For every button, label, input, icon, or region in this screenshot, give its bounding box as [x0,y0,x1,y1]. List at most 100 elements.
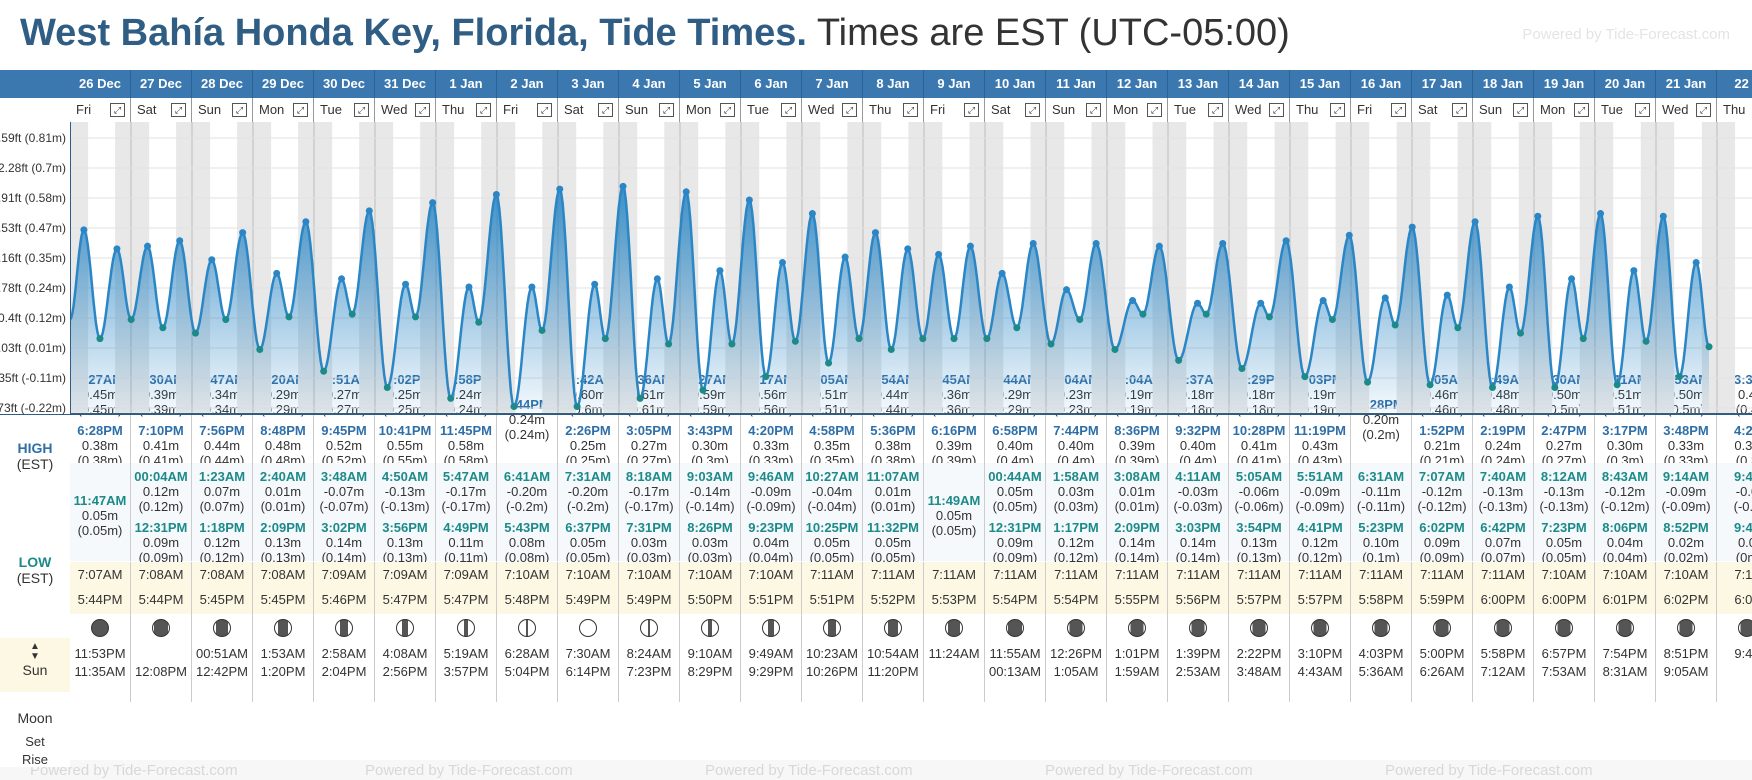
low-tide-time: 5:05AM [1235,469,1283,484]
low-tide-height-alt: (0.07m) [199,499,245,514]
moon-cell: 1:39PM 2:53AM [1168,614,1229,702]
moon-cell: 5:58PM 7:12AM [1473,614,1534,702]
expand-day-icon[interactable]: ⤢ [354,103,369,117]
low-tide-height: 0.01m [264,484,302,499]
expand-day-icon[interactable]: ⤢ [598,103,613,117]
low-tide-marker [791,337,799,345]
high-tide-marker [302,218,310,226]
low-tide-height-alt: (-0.2m) [567,499,609,514]
high-tide-time: 8:36PM [1114,423,1160,438]
expand-day-icon[interactable]: ⤢ [476,103,491,117]
low-tide-marker [159,324,167,332]
moon-cell: 9:49AM 9:29PM [741,614,802,702]
high-tide-height: 0.40m [996,438,1034,453]
low-tide-height-alt: (0.05m) [1541,550,1587,565]
expand-day-icon[interactable]: ⤢ [1208,103,1223,117]
low-tide-height: 0.04m [752,535,790,550]
moonrise-time: 12:42PM [195,664,249,679]
expand-day-icon[interactable]: ⤢ [1574,103,1589,117]
expand-day-icon[interactable]: ⤢ [1330,103,1345,117]
moonset-time: 1:53AM [260,646,306,661]
moon-cell: 4:03PM 5:36AM [1351,614,1412,702]
high-tide-marker [365,207,373,215]
expand-day-icon[interactable]: ⤢ [1513,103,1528,117]
low-tides-cell: 5:51AM -0.09m (-0.09m) 4:41PM 0.12m (0.12m) [1290,463,1351,565]
low-tides-cell: 8:12AM -0.13m (-0.13m) 7:23PM 0.05m (0.05m) [1534,463,1595,565]
moon-cell: 8:24AM 7:23PM [619,614,680,702]
low-tide-marker [1705,343,1713,351]
sunset-time: 5:44PM [77,592,123,607]
expand-day-icon[interactable]: ⤢ [842,103,857,117]
expand-day-icon[interactable]: ⤢ [1391,103,1406,117]
sun-times: 7:10AM 6:00PM [1534,562,1595,614]
low-tide-entry: 7:40AM -0.13m (-0.13m) [1473,469,1533,514]
moon-phase-icon [457,619,475,637]
expand-day-icon[interactable]: ⤢ [1696,103,1711,117]
low-tide-time: 6:37PM [565,520,611,535]
expand-day-icon[interactable]: ⤢ [1025,103,1040,117]
expand-day-icon[interactable]: ⤢ [171,103,186,117]
moon-cell: 5:00PM 6:26AM [1412,614,1473,702]
moonrise-time: 9:29PM [748,664,794,679]
low-tide-height-alt: (-0.03m) [1173,499,1223,514]
low-tide-height-alt: (-0.17m) [624,499,674,514]
expand-day-icon[interactable]: ⤢ [415,103,430,117]
sun-times: 7:10AM 5:48PM [497,562,558,614]
expand-day-icon[interactable]: ⤢ [1269,103,1284,117]
expand-day-icon[interactable]: ⤢ [1147,103,1162,117]
low-tide-marker [411,313,419,321]
high-tide-time: 7:10PM [138,423,184,438]
expand-day-icon[interactable]: ⤢ [659,103,674,117]
sunrise-time: 7:07AM [77,567,123,582]
high-tide-marker [1471,218,1479,226]
low-tide-height: 0.03m [1057,484,1095,499]
low-tide-time: 11:49AM [927,493,981,508]
moon-phase-icon [701,619,719,637]
expand-day-icon[interactable]: ⤢ [110,103,125,117]
low-tides-cell: 00:04AM 0.12m (0.12m) 12:31PM 0.09m (0.09m) [131,463,192,565]
low-tide-height-alt: (0.12m) [1297,550,1343,565]
expand-day-icon[interactable]: ⤢ [903,103,918,117]
high-tide-marker [239,229,247,237]
high-tide-time: 1:52PM [1419,423,1465,438]
expand-day-icon[interactable]: ⤢ [720,103,735,117]
expand-day-icon[interactable]: ⤢ [964,103,979,117]
expand-day-icon[interactable]: ⤢ [293,103,308,117]
expand-day-icon[interactable]: ⤢ [1086,103,1101,117]
moon-phase-icon [91,619,109,637]
low-tide-entry: 5:43PM 0.08m (0.08m) [497,520,557,565]
day-column: 31 DecWed⤢12:02PM0.25m(0.25m)10:41PM0.55… [375,70,436,750]
low-tide-entry: 3:02PM 0.14m (0.14m) [314,520,374,565]
high-tide-marker [338,275,346,283]
low-tide-height: 0.14m [1179,535,1217,550]
low-tide-marker [855,335,863,343]
sun-times: 7:11AM 5:51PM [802,562,863,614]
sunset-time: 5:50PM [687,592,733,607]
high-tide-height: 0.20m [1362,412,1400,427]
day-date: 15 Jan [1290,70,1351,98]
low-tide-height-alt: (-0.09m) [1295,499,1345,514]
low-tide-height-alt: (0.08m) [504,550,550,565]
low-row-label: LOW (EST) [0,554,70,586]
sunset-time: 5:49PM [626,592,672,607]
low-tide-height-alt: (-0.0 [1733,499,1752,514]
sunrise-time: 7:10AM [565,567,611,582]
moon-phase-icon [1006,619,1024,637]
day-column: 27 DecSat⤢6:30AM0.39m(0.39m)7:10PM0.41m(… [131,70,192,750]
low-tide-entry: 8:18AM -0.17m (-0.17m) [619,469,679,514]
expand-day-icon[interactable]: ⤢ [1452,103,1467,117]
expand-day-icon[interactable]: ⤢ [232,103,247,117]
low-tide-time: 1:18PM [199,520,245,535]
low-tide-marker [475,318,483,326]
moon-cell: 8:51PM 9:05AM [1656,614,1717,702]
day-date: 18 Jan [1473,70,1534,98]
expand-day-icon[interactable]: ⤢ [1635,103,1650,117]
expand-day-icon[interactable]: ⤢ [537,103,552,117]
expand-day-icon[interactable]: ⤢ [781,103,796,117]
low-tide-height-alt: (-0.13m) [1478,499,1528,514]
moon-cell: 6:28AM 5:04PM [497,614,558,702]
high-tide-entry: 10:41PM 0.55m (0.55m) [375,423,435,468]
low-tide-marker [983,335,991,343]
high-tide-height: 0.24m [1484,438,1522,453]
low-tide-marker [825,359,833,367]
